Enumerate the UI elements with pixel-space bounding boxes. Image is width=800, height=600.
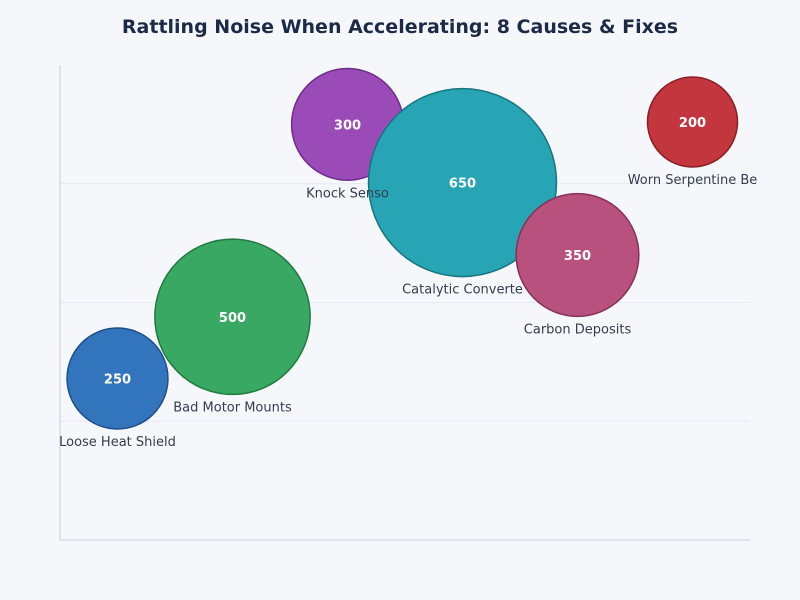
chart-title: Rattling Noise When Accelerating: 8 Caus… xyxy=(121,16,679,38)
bubble-0 xyxy=(66,327,169,430)
bubble-value-label: 300 xyxy=(334,118,361,133)
bubble-value-label: 500 xyxy=(219,311,246,326)
bubble-name-label: Carbon Deposits xyxy=(524,322,632,337)
bubble-1 xyxy=(154,238,311,396)
bubble-value-label: 350 xyxy=(564,249,591,264)
bubble-value-label: 200 xyxy=(679,116,706,131)
bubble-name-label: Bad Motor Mounts xyxy=(173,400,292,415)
bubble-name-label: Loose Heat Shield xyxy=(59,435,176,450)
bubble-4 xyxy=(515,192,640,318)
bubble-name-label: Catalytic Converte xyxy=(402,283,523,298)
bubble-name-label: Knock Senso xyxy=(306,186,389,201)
bubble-name-label: Worn Serpentine Be xyxy=(628,173,758,188)
bubble-5 xyxy=(646,76,739,168)
bubble-value-label: 650 xyxy=(449,177,476,192)
bubble-value-label: 250 xyxy=(104,373,131,388)
bubble-3 xyxy=(367,87,558,278)
